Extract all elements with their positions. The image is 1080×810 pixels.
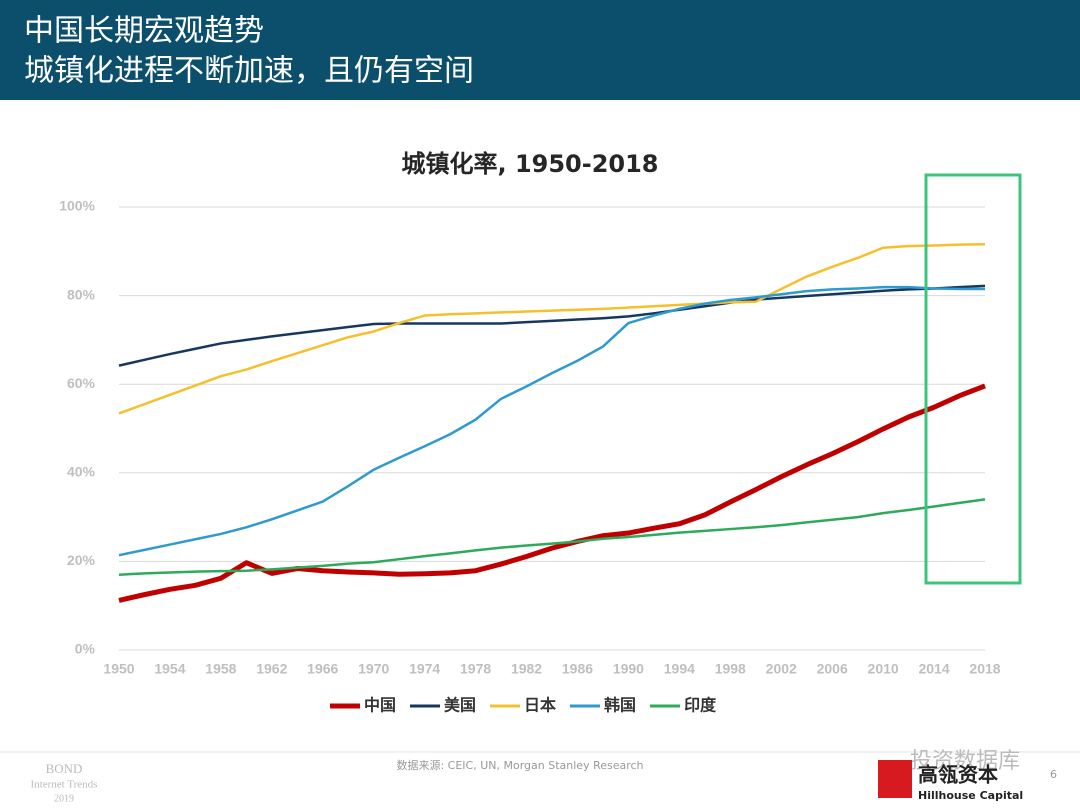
footer-bond: 2019 bbox=[54, 793, 74, 804]
x-tick-label: 1970 bbox=[358, 661, 389, 677]
x-tick-label: 1950 bbox=[103, 661, 134, 677]
x-tick-label: 1954 bbox=[154, 661, 185, 677]
y-tick-label: 40% bbox=[67, 464, 96, 480]
y-tick-label: 60% bbox=[67, 375, 96, 391]
y-tick-label: 20% bbox=[67, 552, 96, 568]
x-tick-label: 1962 bbox=[256, 661, 287, 677]
y-tick-label: 80% bbox=[67, 286, 96, 302]
x-tick-label: 2006 bbox=[817, 661, 848, 677]
x-tick-label: 1986 bbox=[562, 661, 593, 677]
y-tick-label: 0% bbox=[75, 641, 96, 657]
x-tick-label: 1990 bbox=[613, 661, 644, 677]
legend-label: 美国 bbox=[444, 696, 476, 715]
plot: 0% 20% 40% 60% 80% 100% 1950 1954 1958 1962 1966 19… bbox=[59, 198, 1001, 715]
footer-bond: Internet Trends bbox=[31, 779, 98, 791]
series-line bbox=[118, 284, 986, 367]
x-tick-label: 2014 bbox=[918, 661, 949, 677]
x-tick-label: 1958 bbox=[205, 661, 236, 677]
highlight-box bbox=[924, 173, 1022, 585]
header-band bbox=[0, 0, 1080, 100]
x-tick-label: 1982 bbox=[511, 661, 542, 677]
x-tick-label: 1978 bbox=[460, 661, 491, 677]
logo-en: Hillhouse Capital bbox=[918, 789, 1023, 802]
legend-label: 印度 bbox=[684, 696, 717, 715]
header-subtitle: 城镇化进程不断加速，且仍有空间 bbox=[24, 54, 474, 89]
page-number: 6 bbox=[1050, 768, 1057, 781]
x-tick-label: 1998 bbox=[715, 661, 746, 677]
x-tick-label: 2018 bbox=[969, 661, 1000, 677]
x-tick-label: 1974 bbox=[409, 661, 440, 677]
chart-title: 城镇化率, 1950-2018 bbox=[401, 150, 658, 178]
legend-label: 韩国 bbox=[604, 696, 636, 715]
series-line bbox=[118, 383, 986, 603]
logo-mark bbox=[878, 760, 912, 798]
footer-bond: BOND bbox=[46, 761, 83, 776]
series-line bbox=[118, 285, 985, 557]
series-line bbox=[118, 498, 986, 576]
x-tick-label: 1966 bbox=[307, 661, 338, 677]
header-title: 中国长期宏观趋势 bbox=[24, 14, 264, 49]
legend-label: 中国 bbox=[364, 696, 396, 715]
y-tick-label: 100% bbox=[59, 198, 95, 214]
source: 数据来源: CEIC, UN, Morgan Stanley Research bbox=[396, 758, 643, 772]
legend-label: 日本 bbox=[524, 696, 556, 715]
logo: 高瓴资本 bbox=[918, 763, 998, 787]
x-tick-label: 1994 bbox=[664, 661, 695, 677]
x-tick-label: 2010 bbox=[868, 661, 899, 677]
x-tick-label: 2002 bbox=[766, 661, 797, 677]
series-line bbox=[118, 242, 986, 415]
watermark: 投资数据库 bbox=[910, 749, 1020, 774]
